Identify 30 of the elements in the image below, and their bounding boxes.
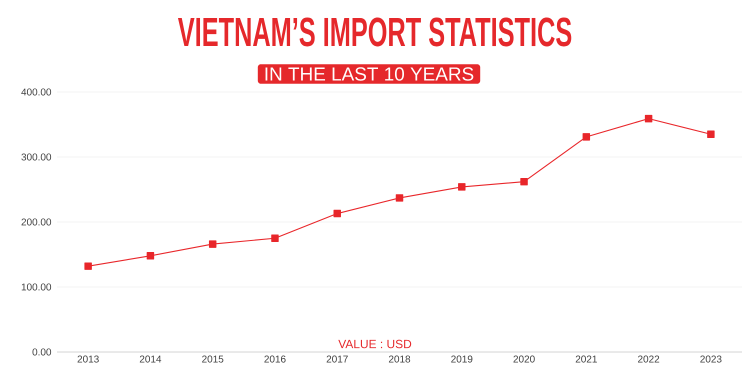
y-tick-label: 400.00 xyxy=(21,88,52,96)
x-tick-label: 2021 xyxy=(576,356,597,363)
x-tick-label: 2019 xyxy=(451,356,472,363)
point xyxy=(84,262,92,270)
y-tick-label: 300.00 xyxy=(21,153,52,161)
point xyxy=(271,234,279,242)
x-tick-label: 2020 xyxy=(513,356,535,363)
x-tick-label: 2014 xyxy=(140,356,162,363)
x-tick-label: 2022 xyxy=(638,356,660,363)
y-tick-label: 200.00 xyxy=(22,218,52,226)
x-tick-label: 2016 xyxy=(264,356,286,363)
point xyxy=(396,194,404,202)
x-tick-label: 2013 xyxy=(78,356,99,363)
x-tick-label: 2017 xyxy=(326,356,348,363)
point xyxy=(582,133,590,141)
x-tick-label: 2015 xyxy=(202,356,224,363)
point xyxy=(520,178,528,186)
x-tick-label: 2018 xyxy=(388,356,410,363)
annotation: VALUE : USD xyxy=(338,340,412,348)
point xyxy=(644,114,652,122)
y-tick-label: 0.00 xyxy=(32,348,52,356)
point xyxy=(334,210,341,218)
point xyxy=(458,183,466,191)
chart-title: VIETNAM’S IMPORT STATISTICS xyxy=(178,18,572,46)
chart-subtitle: IN THE LAST 10 YEARS xyxy=(266,67,474,81)
point xyxy=(146,252,154,260)
point xyxy=(707,130,715,138)
y-tick-label: 100.00 xyxy=(22,283,52,291)
point xyxy=(208,240,216,248)
x-tick-label: 2023 xyxy=(700,356,722,363)
